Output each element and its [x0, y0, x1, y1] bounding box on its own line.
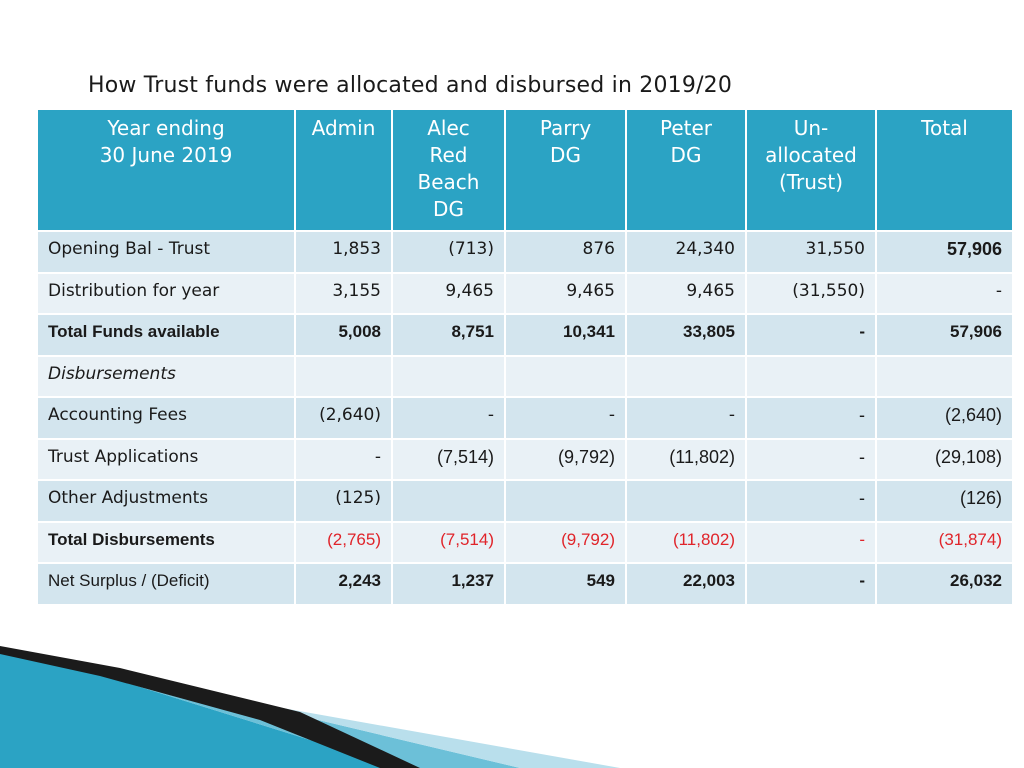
row-accounting-fees: Accounting Fees (2,640) - - - - (2,640) [36, 396, 1014, 440]
cell-unallocated: - [745, 313, 877, 357]
header-line: Parry [539, 116, 592, 140]
cell-parry: 549 [504, 562, 627, 606]
header-line: (Trust) [778, 170, 844, 194]
row-opening-balance: Opening Bal - Trust 1,853 (713) 876 24,3… [36, 230, 1014, 274]
cell-admin: (2,640) [294, 396, 393, 440]
header-alec-red-beach-dg: Alec Red Beach DG [391, 108, 506, 232]
row-trust-applications: Trust Applications - (7,514) (9,792) (11… [36, 437, 1014, 481]
cell-parry: 9,465 [504, 271, 627, 315]
header-peter-dg: Peter DG [625, 108, 747, 232]
slide-title: How Trust funds were allocated and disbu… [88, 73, 733, 98]
row-label: Total Disbursements [36, 520, 296, 564]
cell-admin: 3,155 [294, 271, 393, 315]
cell-total: (2,640) [875, 396, 1014, 440]
cell-total: 57,906 [875, 230, 1014, 274]
cell-peter: 9,465 [625, 271, 747, 315]
header-line: DG [670, 143, 702, 167]
header-line: Year ending [107, 116, 225, 140]
row-label: Trust Applications [36, 437, 296, 481]
header-unallocated: Un- allocated (Trust) [745, 108, 877, 232]
cell-alec [391, 354, 506, 398]
header-line: DG [433, 197, 464, 221]
cell-alec: - [391, 396, 506, 440]
cell-alec [391, 479, 506, 523]
header-line: DG [550, 143, 581, 167]
header-line: Total [921, 116, 968, 140]
cell-parry [504, 354, 627, 398]
header-year-ending: Year ending 30 June 2019 [36, 108, 296, 232]
header-line: Beach [417, 170, 480, 194]
cell-total: (31,874) [875, 520, 1014, 564]
cell-admin: 2,243 [294, 562, 393, 606]
header-line: Alec [427, 116, 470, 140]
cell-total [875, 354, 1014, 398]
header-total: Total [875, 108, 1014, 232]
cell-alec: (7,514) [391, 437, 506, 481]
header-parry-dg: Parry DG [504, 108, 627, 232]
row-distribution: Distribution for year 3,155 9,465 9,465 … [36, 271, 1014, 315]
header-line: allocated [765, 143, 857, 167]
cell-peter: 33,805 [625, 313, 747, 357]
cell-unallocated [745, 354, 877, 398]
cell-admin: 1,853 [294, 230, 393, 274]
cell-admin: 5,008 [294, 313, 393, 357]
row-label: Other Adjustments [36, 479, 296, 523]
header-line: Peter [659, 116, 713, 140]
row-label: Total Funds available [36, 313, 296, 357]
header-row: Year ending 30 June 2019 Admin Alec Red … [36, 108, 1014, 232]
fund-allocation-table: Year ending 30 June 2019 Admin Alec Red … [36, 108, 1014, 606]
cell-admin: (2,765) [294, 520, 393, 564]
cell-parry: (9,792) [504, 520, 627, 564]
header-line: Red [429, 143, 468, 167]
decorative-sweep [0, 646, 620, 768]
row-label: Disbursements [36, 354, 296, 398]
cell-total: 57,906 [875, 313, 1014, 357]
cell-alec: 8,751 [391, 313, 506, 357]
header-line: Un- [793, 116, 829, 140]
cell-unallocated: 31,550 [745, 230, 877, 274]
cell-peter: 22,003 [625, 562, 747, 606]
cell-total: (126) [875, 479, 1014, 523]
cell-parry: 10,341 [504, 313, 627, 357]
row-disbursements-heading: Disbursements [36, 354, 1014, 398]
cell-peter: - [625, 396, 747, 440]
row-label: Opening Bal - Trust [36, 230, 296, 274]
cell-peter [625, 479, 747, 523]
cell-unallocated: (31,550) [745, 271, 877, 315]
row-label: Net Surplus / (Deficit) [36, 562, 296, 606]
cell-admin [294, 354, 393, 398]
header-admin: Admin [294, 108, 393, 232]
cell-parry [504, 479, 627, 523]
cell-total: - [875, 271, 1014, 315]
row-label: Distribution for year [36, 271, 296, 315]
cell-unallocated: - [745, 437, 877, 481]
cell-total: (29,108) [875, 437, 1014, 481]
cell-admin: - [294, 437, 393, 481]
row-total-disbursements: Total Disbursements (2,765) (7,514) (9,7… [36, 520, 1014, 564]
cell-alec: (713) [391, 230, 506, 274]
cell-unallocated: - [745, 562, 877, 606]
cell-alec: 9,465 [391, 271, 506, 315]
cell-alec: (7,514) [391, 520, 506, 564]
row-other-adjustments: Other Adjustments (125) - (126) [36, 479, 1014, 523]
cell-unallocated: - [745, 396, 877, 440]
cell-parry: - [504, 396, 627, 440]
cell-total: 26,032 [875, 562, 1014, 606]
cell-parry: (9,792) [504, 437, 627, 481]
row-total-funds: Total Funds available 5,008 8,751 10,341… [36, 313, 1014, 357]
cell-unallocated: - [745, 479, 877, 523]
cell-alec: 1,237 [391, 562, 506, 606]
cell-peter: 24,340 [625, 230, 747, 274]
cell-peter [625, 354, 747, 398]
cell-parry: 876 [504, 230, 627, 274]
cell-admin: (125) [294, 479, 393, 523]
row-label: Accounting Fees [36, 396, 296, 440]
header-line: Admin [311, 116, 376, 140]
row-net-surplus: Net Surplus / (Deficit) 2,243 1,237 549 … [36, 562, 1014, 606]
cell-peter: (11,802) [625, 520, 747, 564]
cell-unallocated: - [745, 520, 877, 564]
cell-peter: (11,802) [625, 437, 747, 481]
header-line: 30 June 2019 [99, 143, 233, 167]
